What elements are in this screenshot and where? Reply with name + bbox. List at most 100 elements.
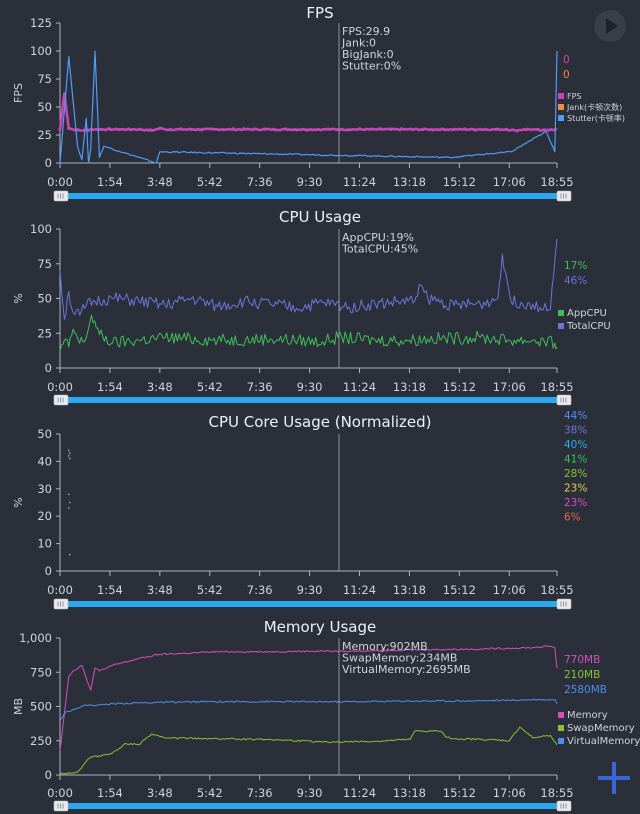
data-point (357, 127, 362, 131)
range-slider-handle-right[interactable] (556, 800, 572, 812)
legend-label[interactable]: Jank(卡顿次数) (566, 102, 622, 112)
tooltip-line: BigJank:0 (342, 48, 394, 61)
chart-3: CPU Core Usage (Normalized)% 0 10 20 30 40 50 0… (12, 410, 587, 610)
y-tick-label: 75 (37, 257, 52, 271)
y-tick-label: 50 (37, 100, 52, 114)
legend-label[interactable]: VirtualMemory (567, 736, 640, 747)
data-point (242, 127, 246, 131)
series-line (59, 238, 558, 320)
y-tick-label: 25 (37, 326, 52, 340)
y-tick-label: 25 (37, 128, 52, 142)
range-slider[interactable] (53, 800, 572, 812)
current-value: 23% (564, 497, 587, 509)
range-slider[interactable] (53, 190, 572, 202)
data-point (420, 127, 425, 132)
x-tick-label: 13:18 (393, 175, 426, 189)
y-tick-label: 75 (37, 72, 52, 86)
tooltip-line: TotalCPU:45% (341, 243, 418, 256)
legend-swatch (558, 323, 564, 329)
legend-swatch (558, 738, 564, 744)
y-tick-label: 10 (37, 537, 52, 551)
tooltip-line: AppCPU:19% (342, 231, 414, 244)
data-point (399, 127, 404, 131)
add-button[interactable] (598, 762, 630, 794)
x-tick-label: 1:54 (97, 786, 123, 800)
chart-title: CPU Usage (279, 208, 361, 226)
x-tick-label: 18:55 (540, 380, 573, 394)
legend-swatch (558, 310, 564, 316)
data-point (305, 128, 309, 132)
data-point (378, 127, 383, 131)
data-point (128, 127, 132, 132)
x-tick-label: 0:00 (47, 380, 73, 394)
data-point (117, 127, 122, 132)
series-line (58, 92, 558, 133)
current-value: 17% (564, 260, 587, 272)
range-slider-track[interactable] (62, 803, 563, 809)
data-point (148, 128, 152, 132)
legend-label[interactable]: Memory (567, 710, 608, 721)
data-point (505, 127, 509, 131)
x-tick-label: 0:00 (47, 786, 73, 800)
range-slider-handle-left[interactable] (53, 800, 69, 812)
x-tick-label: 3:48 (147, 583, 173, 597)
data-point (536, 127, 540, 132)
data-point (68, 452, 71, 455)
data-point (68, 457, 71, 460)
data-point (273, 128, 278, 132)
range-slider-track[interactable] (62, 397, 563, 403)
range-slider-handle-right[interactable] (556, 598, 572, 610)
range-slider-handle-right[interactable] (556, 394, 572, 406)
data-point (315, 127, 320, 132)
data-point (231, 127, 236, 131)
x-tick-label: 7:36 (247, 583, 273, 597)
legend-label[interactable]: Stutter(卡顿率) (567, 113, 625, 123)
y-tick-label: 0 (45, 156, 52, 170)
x-tick-label: 9:30 (297, 786, 323, 800)
range-slider[interactable] (53, 394, 572, 406)
x-tick-label: 17:06 (493, 380, 526, 394)
range-slider-handle-left[interactable] (53, 190, 69, 202)
series-line (59, 726, 558, 775)
x-tick-label: 1:54 (97, 380, 123, 394)
x-tick-label: 17:06 (493, 786, 526, 800)
y-tick-label: 125 (30, 16, 52, 30)
x-tick-label: 7:36 (247, 786, 273, 800)
current-value: 210MB (564, 669, 600, 681)
current-value: 770MB (564, 654, 600, 666)
x-tick-label: 13:18 (393, 380, 426, 394)
range-slider-handle-left[interactable] (53, 598, 69, 610)
range-slider-handle-right[interactable] (556, 190, 572, 202)
legend-label[interactable]: FPS (567, 92, 582, 101)
y-tick-label: 100 (30, 44, 52, 58)
current-value: 40% (564, 439, 587, 451)
range-slider-track[interactable] (62, 193, 563, 199)
chart-title: FPS (306, 4, 333, 22)
data-point (368, 127, 372, 132)
legend-label[interactable]: SwapMemory (567, 723, 635, 734)
data-point (210, 127, 214, 131)
x-tick-label: 9:30 (297, 175, 323, 189)
data-point (76, 128, 80, 132)
play-button[interactable] (594, 10, 626, 42)
series-line (59, 698, 558, 721)
data-point (68, 501, 71, 504)
range-slider[interactable] (53, 598, 572, 610)
data-point (463, 127, 467, 131)
tooltip-line: Jank:0 (341, 37, 376, 50)
data-point (252, 127, 257, 131)
series-line (59, 314, 558, 352)
y-tick-label: 50 (37, 292, 52, 306)
range-slider-handle-left[interactable] (53, 394, 69, 406)
data-point (67, 493, 70, 496)
chart-4: Memory Usage MB 0 250 500 750 1,000 0:00 1:54 3:4… (12, 618, 640, 812)
data-point (515, 129, 519, 133)
legend-label[interactable]: TotalCPU (566, 321, 611, 332)
legend-label[interactable]: AppCPU (567, 308, 607, 319)
x-tick-label: 5:42 (197, 786, 223, 800)
range-slider-track[interactable] (62, 601, 563, 607)
y-tick-label: 1,000 (19, 631, 52, 645)
plus-icon (598, 762, 630, 794)
data-point (58, 127, 62, 131)
